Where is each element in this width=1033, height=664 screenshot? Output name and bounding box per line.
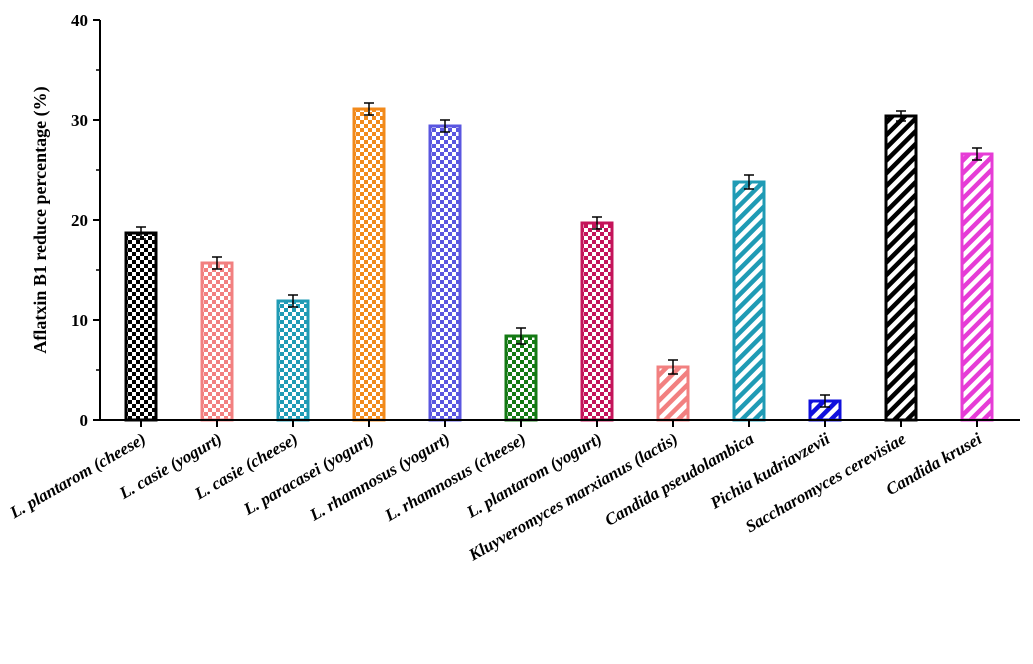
x-tick-label-4: L. paracasei (yogurt) — [239, 429, 377, 519]
bar-7 — [580, 221, 614, 422]
x-ticks: L. plantarom (cheese)L. casie (yogurt)L.… — [6, 420, 985, 565]
bar-2 — [200, 261, 234, 422]
error-bar-4 — [364, 102, 374, 116]
error-bar-3 — [288, 294, 298, 308]
bars-layer — [124, 107, 994, 422]
error-bar-8 — [668, 359, 678, 375]
y-ticks: 0 10 20 30 40 — [71, 11, 100, 430]
bar-1 — [124, 231, 158, 422]
error-bar-9 — [744, 174, 754, 190]
y-tick-label-40: 40 — [71, 11, 88, 30]
bar-11 — [884, 114, 918, 422]
bar-4 — [352, 107, 386, 422]
y-tick-label-0: 0 — [80, 411, 89, 430]
error-bar-11 — [896, 110, 906, 122]
bar-12 — [960, 152, 994, 422]
error-bars-layer — [136, 102, 982, 408]
error-bar-6 — [516, 327, 526, 345]
x-tick-label-5: L. rhamnosus (yogurt) — [306, 429, 453, 525]
bar-8 — [656, 365, 690, 422]
y-tick-label-20: 20 — [71, 211, 88, 230]
x-tick-label-1: L. plantarom (cheese) — [6, 429, 149, 523]
bar-5 — [428, 124, 462, 422]
x-tick-label-6: L. rhamnosus (cheese) — [381, 429, 529, 526]
error-bar-10 — [820, 394, 830, 408]
error-bar-7 — [592, 216, 602, 230]
error-bar-5 — [440, 119, 450, 133]
y-tick-label-30: 30 — [71, 111, 88, 130]
error-bar-2 — [212, 256, 222, 270]
y-axis-title: Aflatxin B1 reduce percentage (%) — [30, 86, 51, 353]
bar-3 — [276, 299, 310, 422]
error-bar-1 — [136, 226, 146, 240]
error-bar-12 — [972, 147, 982, 161]
y-tick-label-10: 10 — [71, 311, 88, 330]
bar-6 — [504, 334, 538, 422]
bar-9 — [732, 180, 766, 422]
axes — [99, 20, 1020, 421]
